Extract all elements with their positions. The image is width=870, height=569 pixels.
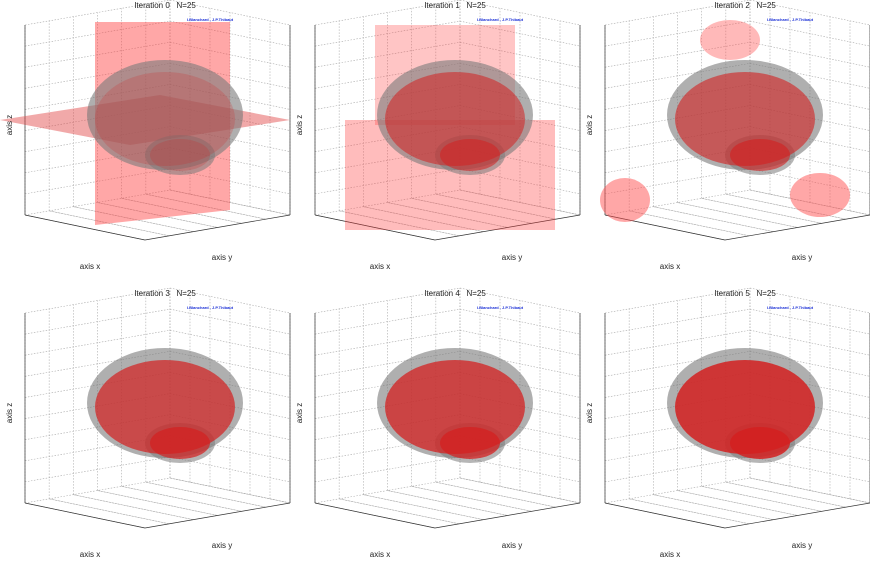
figure: Iteration 0 N=25 I.Blanchard , J.P.Thibau…	[0, 0, 870, 569]
x-axis-label: axis x	[370, 550, 390, 559]
y-axis-label: axis y	[212, 541, 232, 550]
credit: I.Blanchard , J.P.Thibaut	[767, 17, 814, 22]
y-axis-label: axis y	[212, 253, 232, 262]
brain-red	[150, 427, 210, 459]
axis-edge	[145, 215, 290, 240]
z-axis-label: axis z	[585, 115, 594, 135]
credit: I.Blanchard , J.P.Thibaut	[477, 17, 524, 22]
x-axis-label: axis x	[80, 262, 100, 271]
y-axis-label: axis y	[792, 541, 812, 550]
y-axis-label: axis y	[792, 253, 812, 262]
brain-red	[730, 427, 790, 459]
x-axis-label: axis x	[660, 262, 680, 271]
z-axis-label: axis z	[585, 403, 594, 423]
panel-title: Iteration 0 N=25	[134, 1, 196, 10]
axis-edge	[25, 503, 145, 528]
red-blob	[700, 20, 760, 60]
z-axis-label: axis z	[5, 403, 14, 423]
red-blob	[790, 173, 850, 217]
brain-red	[730, 139, 790, 171]
axis-edge	[605, 503, 725, 528]
z-axis-label: axis z	[295, 115, 304, 135]
panel: Iteration 3 N=25 I.Blanchard , J.P.Thibau…	[5, 288, 290, 559]
axis-edge	[435, 503, 580, 528]
brain-red	[440, 427, 500, 459]
axis-edge	[315, 503, 435, 528]
panel: Iteration 4 N=25 I.Blanchard , J.P.Thibau…	[295, 288, 580, 559]
panel-title: Iteration 3 N=25	[134, 289, 196, 298]
panel: Iteration 0 N=25 I.Blanchard , J.P.Thibau…	[0, 0, 290, 271]
panel: Iteration 2 N=25 I.Blanchard , J.P.Thibau…	[585, 0, 870, 271]
x-axis-label: axis x	[660, 550, 680, 559]
credit: I.Blanchard , J.P.Thibaut	[767, 305, 814, 310]
credit: I.Blanchard , J.P.Thibaut	[187, 17, 234, 22]
panel: Iteration 5 N=25 I.Blanchard , J.P.Thibau…	[585, 288, 870, 559]
panel-title: Iteration 4 N=25	[424, 289, 486, 298]
brain-red	[440, 139, 500, 171]
panel-title: Iteration 1 N=25	[424, 1, 486, 10]
axis-edge	[145, 503, 290, 528]
panel: Iteration 1 N=25 I.Blanchard , J.P.Thibau…	[295, 0, 580, 271]
axis-edge	[725, 503, 870, 528]
x-axis-label: axis x	[370, 262, 390, 271]
panel-title: Iteration 5 N=25	[714, 289, 776, 298]
credit: I.Blanchard , J.P.Thibaut	[477, 305, 524, 310]
y-axis-label: axis y	[502, 541, 522, 550]
y-axis-label: axis y	[502, 253, 522, 262]
brain-red	[150, 139, 210, 171]
red-blob	[600, 178, 650, 222]
z-axis-label: axis z	[295, 403, 304, 423]
x-axis-label: axis x	[80, 550, 100, 559]
z-axis-label: axis z	[5, 115, 14, 135]
credit: I.Blanchard , J.P.Thibaut	[187, 305, 234, 310]
axis-edge	[725, 215, 870, 240]
panel-title: Iteration 2 N=25	[714, 1, 776, 10]
